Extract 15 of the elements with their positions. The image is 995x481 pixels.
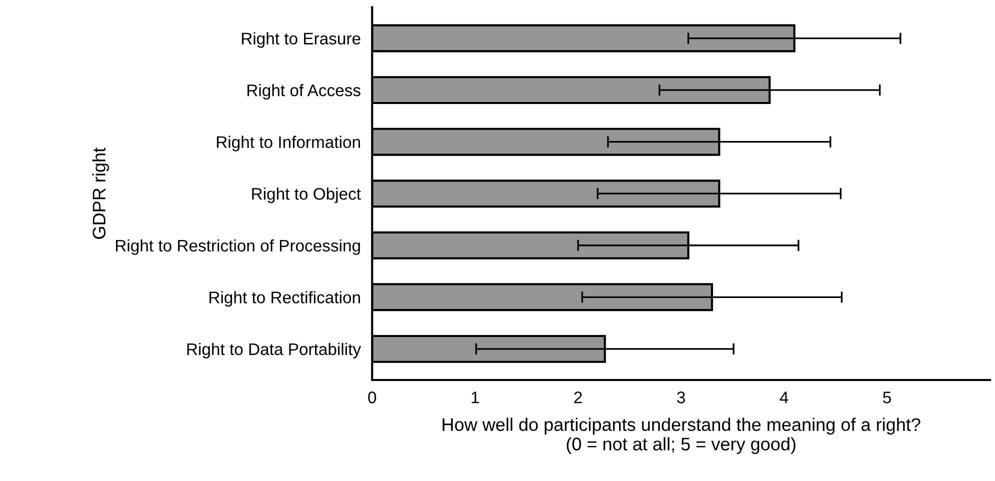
y-tick-label: Right to Erasure [242, 32, 360, 48]
y-tick-label: Right to Rectification [210, 291, 360, 307]
y-tick-label: Right to Restriction of Processing [116, 239, 360, 255]
y-tick-label: Right of Access [248, 84, 360, 100]
x-axis-title: How well do participants understand the meaning of a right? (0 = not at all; 5 = very good) [442, 418, 920, 454]
x-tick-label: 2 [574, 392, 582, 404]
y-axis-title: GDPR right [92, 148, 110, 239]
y-tick-label: Right to Information [216, 136, 360, 152]
x-tick-label: 1 [472, 392, 479, 404]
y-tick-label: Right to Object [252, 188, 361, 204]
x-tick-label: 4 [780, 392, 788, 404]
x-tick-label: 3 [677, 392, 685, 404]
x-tick-label: 0 [368, 392, 376, 404]
y-tick-label: Right to Data Portability [187, 342, 361, 358]
x-tick-label: 5 [883, 392, 891, 404]
